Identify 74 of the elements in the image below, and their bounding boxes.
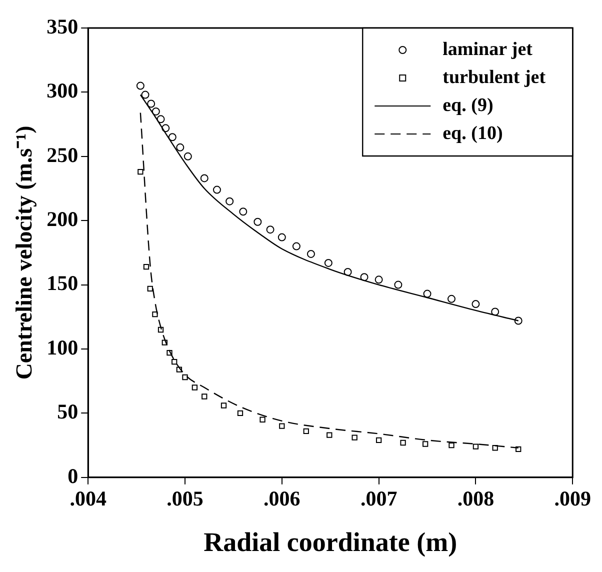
y-tick-label: 250 — [46, 142, 78, 167]
point — [422, 441, 428, 447]
x-tick-label: .006 — [264, 486, 300, 510]
y-tick-label: 150 — [46, 271, 78, 296]
y-tick-label: 300 — [46, 78, 78, 103]
point — [138, 168, 144, 175]
point — [326, 432, 332, 438]
point — [491, 308, 500, 316]
point — [279, 423, 285, 429]
point — [176, 366, 182, 372]
y-tick-label: 350 — [46, 14, 78, 38]
point — [472, 300, 480, 308]
point — [162, 124, 170, 132]
point — [278, 233, 286, 242]
point — [143, 264, 150, 270]
x-tick-label: .007 — [360, 486, 398, 510]
point — [152, 107, 160, 116]
point — [292, 242, 300, 250]
point — [176, 143, 184, 152]
point — [472, 444, 479, 450]
point — [266, 226, 274, 234]
point — [254, 218, 262, 226]
point — [400, 440, 406, 446]
point — [423, 290, 432, 298]
point — [239, 208, 248, 216]
point — [237, 410, 244, 416]
point — [352, 434, 358, 440]
point — [344, 268, 352, 276]
point — [360, 273, 368, 282]
point — [166, 350, 172, 356]
y-axis-title: Centreline velocity (m.s⁻¹) — [12, 126, 37, 380]
point — [306, 250, 315, 258]
point — [447, 294, 456, 303]
point — [172, 359, 178, 365]
point — [220, 402, 227, 408]
point — [200, 174, 208, 182]
y-tick-label: 100 — [46, 335, 78, 360]
point — [147, 100, 156, 108]
point — [184, 152, 192, 160]
point — [226, 197, 234, 206]
point — [324, 258, 332, 267]
point — [212, 186, 221, 194]
point — [192, 384, 198, 390]
x-tick-label: .004 — [70, 486, 107, 510]
x-tick-label: .005 — [166, 486, 204, 510]
legend-label: eq. (10) — [442, 122, 503, 144]
legend-label: turbulent jet — [442, 66, 546, 88]
y-tick-label: 200 — [46, 207, 78, 232]
point — [394, 280, 402, 289]
point — [156, 115, 165, 124]
y-tick-label: 0 — [68, 464, 78, 488]
point — [516, 446, 522, 452]
point — [376, 437, 382, 443]
x-tick-label: .008 — [457, 486, 494, 510]
point — [492, 445, 498, 451]
x-axis-title: Radial coordinate (m) — [204, 526, 458, 557]
point — [182, 374, 188, 380]
point — [514, 316, 522, 325]
point — [162, 340, 168, 346]
point — [136, 82, 144, 90]
legend-label: laminar jet — [442, 38, 534, 60]
point — [374, 276, 383, 284]
point — [448, 442, 454, 448]
point — [168, 133, 176, 142]
point — [141, 90, 150, 99]
y-tick-label: 50 — [57, 400, 78, 424]
x-tick-label: .009 — [554, 486, 591, 510]
point — [158, 326, 164, 333]
point — [202, 394, 208, 400]
point — [260, 416, 266, 422]
point — [303, 428, 309, 434]
point — [147, 286, 153, 292]
legend-label: eq. (9) — [442, 94, 494, 116]
point — [152, 312, 158, 318]
